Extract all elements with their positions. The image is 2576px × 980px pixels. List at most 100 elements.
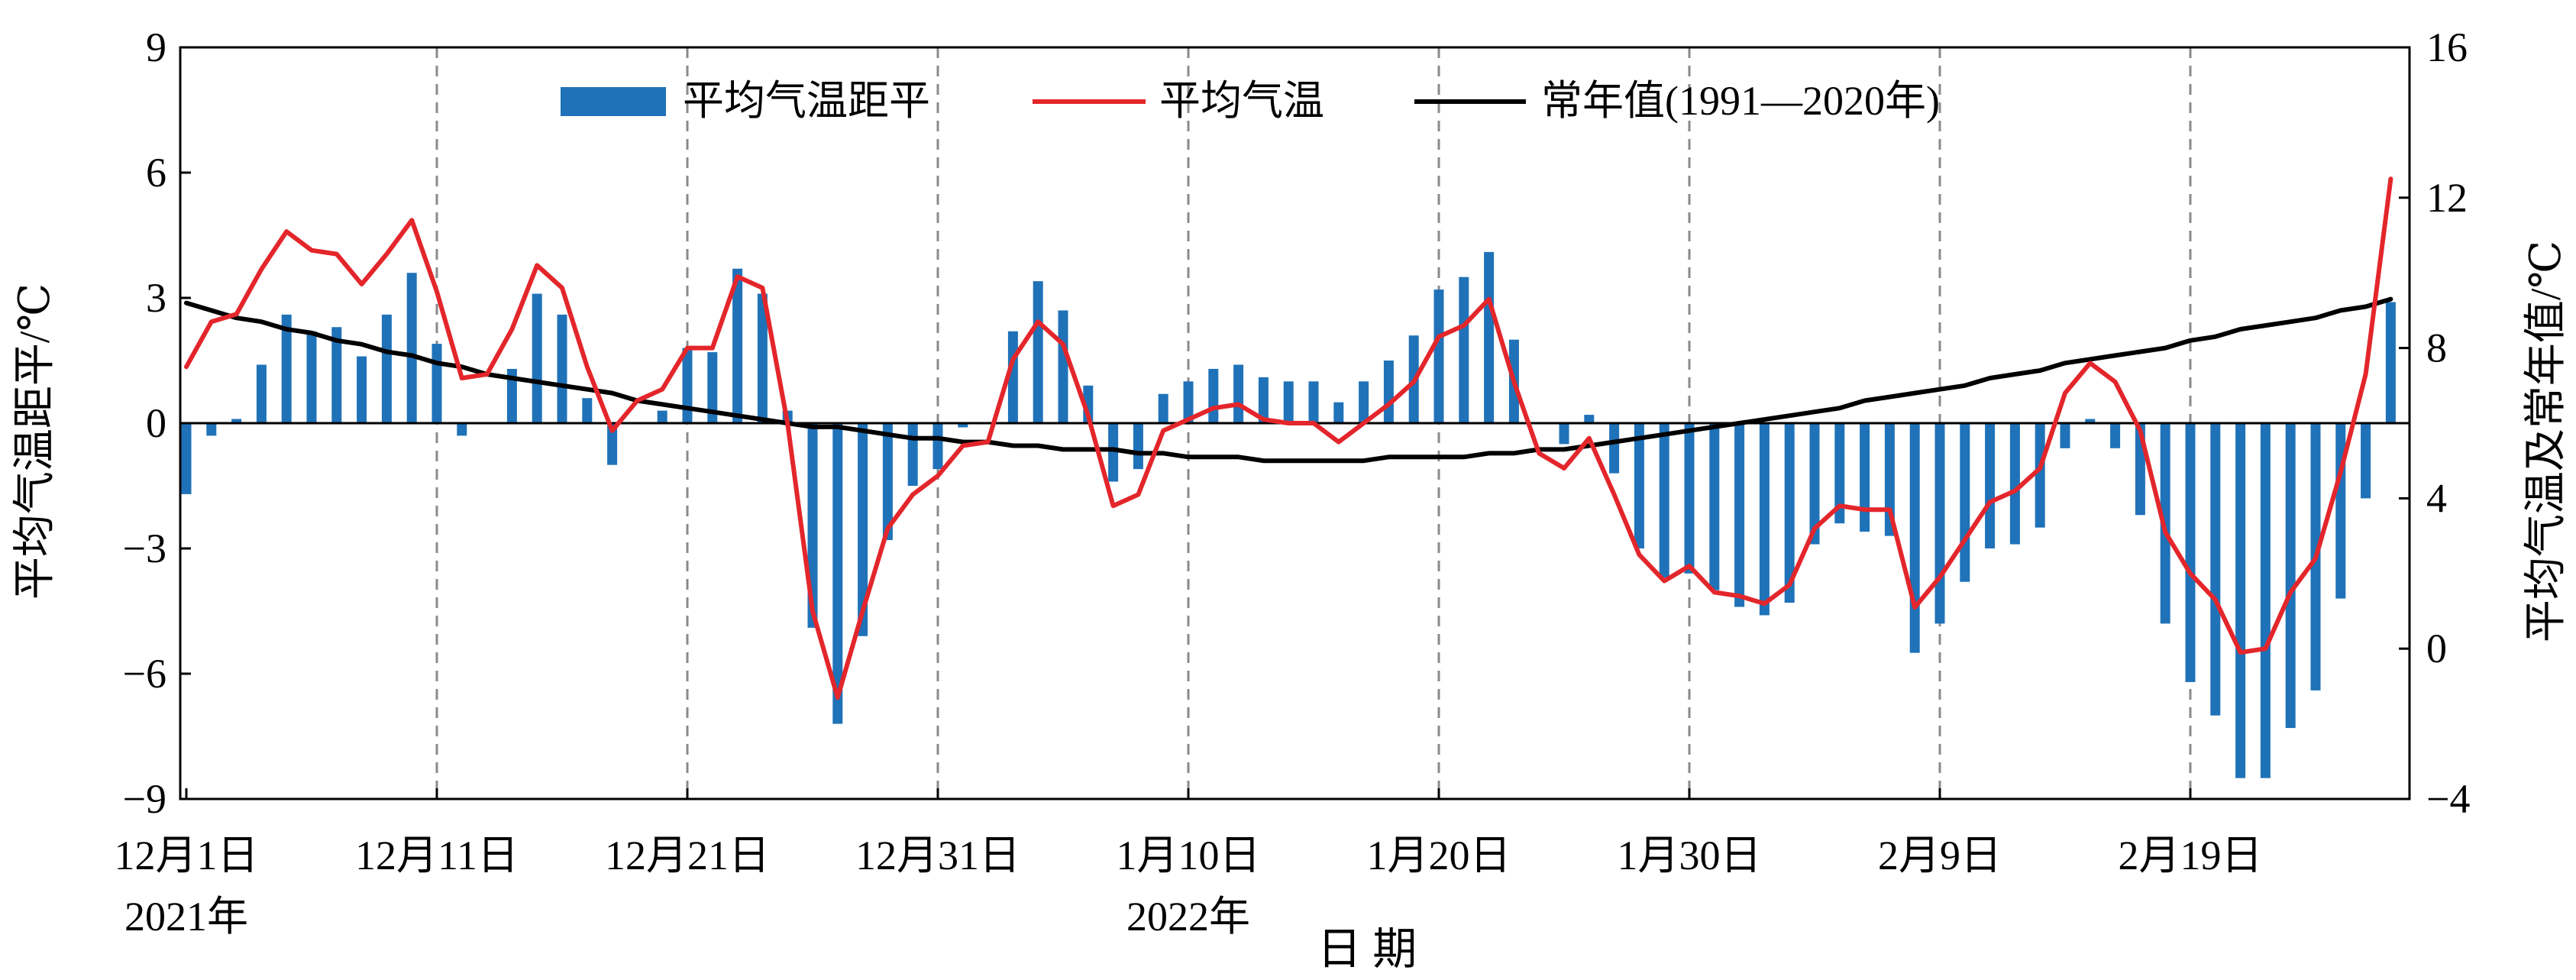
bar-anomaly: [2361, 423, 2371, 499]
bar-anomaly: [1860, 423, 1870, 532]
bar-anomaly: [1559, 423, 1569, 445]
bar-anomaly: [732, 268, 743, 423]
y-tick-label-right: 4: [2426, 475, 2447, 521]
legend-label-normal: 常年值(1991—2020年): [1541, 78, 1940, 124]
x-tick-label: 12月11日: [355, 833, 519, 878]
bar-anomaly: [331, 327, 342, 423]
bar-anomaly: [1634, 423, 1644, 548]
bar-anomaly: [231, 419, 242, 423]
bar-anomaly: [506, 368, 517, 423]
year-label: 2022年: [1126, 894, 1250, 940]
bar-anomaly: [406, 273, 417, 423]
bar-anomaly: [1584, 415, 1595, 423]
bar-anomaly: [1283, 381, 1294, 423]
bar-anomaly: [682, 348, 693, 423]
bar-anomaly: [306, 331, 317, 423]
bar-anomaly: [532, 293, 542, 423]
bar-anomaly: [607, 423, 618, 465]
bar-anomaly: [557, 314, 567, 423]
bar-anomaly: [1759, 423, 1770, 616]
bar-anomaly: [1985, 423, 1996, 548]
bar-anomaly: [958, 423, 968, 428]
bar-anomaly: [281, 314, 292, 423]
y-axis-title-right: 平均气温及常年值/℃: [2523, 241, 2570, 642]
x-tick-label: 1月20日: [1367, 833, 1511, 878]
bar-anomaly: [1659, 423, 1669, 578]
bar-anomaly: [1258, 377, 1269, 423]
axis-layer: −9 −6 −3 0 3 6 9 −4 0 4 8 12 16 12月1日 12月11日 12月21日 12月3…: [115, 24, 2471, 940]
bar-anomaly: [858, 423, 868, 636]
bar-anomaly: [2009, 423, 2020, 545]
bar-anomaly: [1609, 423, 1620, 474]
bar-anomaly: [1433, 289, 1444, 423]
x-tick-label: 2月19日: [2119, 833, 2263, 878]
bar-anomaly: [357, 356, 367, 423]
bar-anomaly: [2210, 423, 2221, 716]
y-tick-label-left: 6: [146, 150, 166, 196]
bar-anomaly: [907, 423, 918, 486]
y-tick-label-right: −4: [2426, 776, 2470, 822]
y-tick-label-left: −3: [123, 526, 166, 571]
bar-anomaly: [1158, 393, 1168, 423]
bar-anomaly: [1809, 423, 1820, 545]
bar-anomaly: [1784, 423, 1795, 603]
bar-anomaly: [256, 364, 267, 423]
bar-anomaly: [1834, 423, 1845, 524]
bar-anomaly: [2285, 423, 2296, 729]
bar-anomaly: [757, 293, 768, 423]
legend-swatch-anomaly: [561, 87, 666, 116]
bar-anomaly: [1183, 381, 1194, 423]
legend-label-anomaly: 平均气温距平: [683, 78, 930, 124]
bar-anomaly: [1960, 423, 1970, 582]
bar-anomaly: [1459, 277, 1469, 423]
y-tick-label-left: 9: [146, 24, 166, 70]
bar-anomaly: [1333, 402, 1344, 423]
x-axis-title: 日 期: [1317, 924, 1417, 974]
bar-anomaly: [457, 423, 467, 436]
bar-layer: [181, 251, 2396, 778]
bar-anomaly: [1383, 361, 1394, 423]
x-tick-label: 12月1日: [115, 833, 259, 878]
bar-anomaly: [1058, 310, 1068, 423]
bar-anomaly: [2185, 423, 2196, 682]
bar-anomaly: [2385, 302, 2396, 423]
bar-anomaly: [1308, 381, 1319, 423]
x-tick-label: 1月30日: [1618, 833, 1762, 878]
bar-anomaly: [1359, 381, 1369, 423]
bar-anomaly: [2035, 423, 2045, 528]
bar-anomaly: [657, 410, 667, 423]
bar-anomaly: [1233, 364, 1244, 423]
bar-anomaly: [2085, 419, 2096, 423]
y-tick-label-right: 8: [2426, 325, 2447, 371]
bar-anomaly: [582, 398, 593, 423]
bar-anomaly: [1108, 423, 1119, 482]
bar-anomaly: [1208, 368, 1219, 423]
bar-anomaly: [1709, 423, 1720, 590]
y-tick-label-left: 3: [146, 275, 166, 321]
bar-anomaly: [206, 423, 217, 436]
bar-anomaly: [707, 352, 718, 423]
legend-label-mean-temp: 平均气温: [1159, 78, 1324, 124]
bar-anomaly: [2060, 423, 2070, 448]
bar-anomaly: [2110, 423, 2121, 448]
bar-anomaly: [1934, 423, 1945, 624]
bar-anomaly: [381, 314, 392, 423]
year-label: 2021年: [124, 894, 248, 940]
bar-anomaly: [882, 423, 893, 541]
bar-anomaly: [431, 344, 442, 423]
y-tick-label-left: −6: [123, 651, 166, 697]
x-tick-label: 1月10日: [1117, 833, 1261, 878]
line-layer: [184, 176, 2393, 700]
x-tick-label: 12月21日: [605, 833, 770, 878]
bar-anomaly: [181, 423, 192, 494]
bar-anomaly: [832, 423, 843, 724]
bar-anomaly: [1484, 251, 1495, 423]
bar-anomaly: [2235, 423, 2246, 778]
y-tick-label-left: 0: [146, 400, 166, 446]
y-tick-label-right: 0: [2426, 626, 2447, 671]
bar-anomaly: [1909, 423, 1920, 653]
bar-anomaly: [2260, 423, 2271, 778]
y-tick-label-right: 16: [2426, 24, 2468, 70]
